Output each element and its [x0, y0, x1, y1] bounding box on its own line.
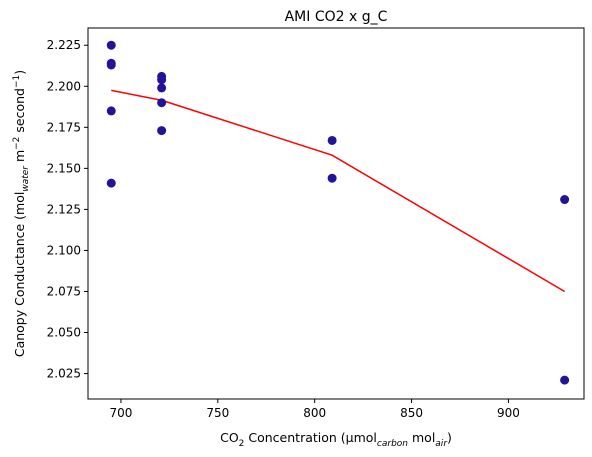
data-point-9	[157, 98, 167, 108]
y-tick-label: 2.175	[47, 120, 81, 134]
x-axis: 700 750 800 850 900	[109, 399, 520, 420]
data-point-10	[157, 126, 167, 136]
x-tick-label: 800	[303, 406, 326, 420]
y-tick-label: 2.075	[47, 284, 81, 298]
y-axis-title: Canopy Conductance (molwater m−2 second−…	[12, 70, 31, 357]
data-point-12	[327, 173, 337, 183]
data-point-14	[560, 375, 570, 385]
y-tick-label: 2.025	[47, 367, 81, 381]
plot-area	[106, 40, 570, 385]
chart-title: AMI CO2 x g_C	[285, 9, 388, 25]
y-tick-label: 2.100	[47, 243, 81, 257]
x-tick-label: 750	[206, 406, 229, 420]
data-point-8	[157, 83, 167, 93]
y-tick-label: 2.050	[47, 326, 81, 340]
data-point-3	[106, 60, 116, 70]
y-tick-label: 2.200	[47, 79, 81, 93]
y-axis: 2.025 2.050 2.075 2.100 2.125 2.150 2.175 2.200…	[47, 38, 88, 381]
x-tick-label: 900	[497, 406, 520, 420]
trend-line	[111, 89, 566, 293]
y-tick-label: 2.225	[47, 38, 81, 52]
data-point-11	[327, 135, 337, 145]
y-tick-label: 2.125	[47, 202, 81, 216]
y-tick-label: 2.150	[47, 161, 81, 175]
x-tick-label: 700	[109, 406, 132, 420]
data-point-4	[106, 106, 116, 116]
x-tick-label: 850	[400, 406, 423, 420]
data-point-7	[157, 75, 167, 85]
x-axis-title: CO2 Concentration (μmolcarbon molair)	[220, 430, 452, 449]
data-point-13	[560, 195, 570, 205]
data-point-5	[106, 178, 116, 188]
axes-frame	[87, 27, 585, 400]
data-point-1	[106, 40, 116, 50]
